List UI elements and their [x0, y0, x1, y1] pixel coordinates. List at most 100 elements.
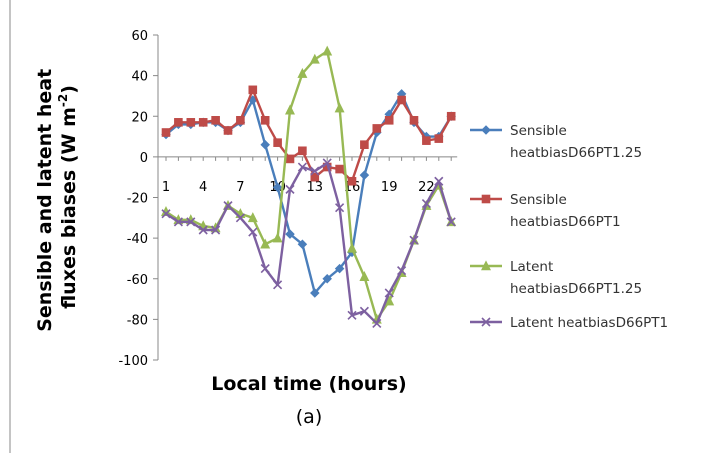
y-tick-label: 0 [140, 151, 148, 166]
data-point-s2-12 [298, 146, 307, 156]
x-marker-stroke [198, 225, 208, 235]
data-point-s3-10 [272, 232, 283, 243]
data-point-s3-13 [309, 53, 320, 64]
x-marker-stroke [273, 280, 283, 290]
data-point-s4-4 [198, 225, 208, 235]
data-point-s2-2 [174, 118, 183, 127]
y-tick-label: 60 [131, 29, 148, 44]
x-marker-stroke [260, 264, 270, 274]
legend-swatch-marker [481, 125, 491, 135]
data-point-s2-17 [360, 140, 369, 149]
x-marker-stroke [335, 203, 345, 213]
data-point-s2-24 [446, 111, 456, 121]
x-marker-stroke [161, 209, 171, 219]
series-line-2 [165, 88, 453, 183]
data-point-s3-11 [285, 104, 295, 115]
legend: Sensible heatbiasD66PT1.25 Sensible heatbia… [470, 123, 668, 331]
data-point-s3-16 [347, 242, 357, 253]
y-axis-title-line1: Sensible and latent heat [34, 69, 56, 332]
data-point-s2-3 [186, 118, 196, 127]
data-point-s3-12 [297, 67, 308, 78]
x-marker-stroke [223, 201, 233, 211]
legend-item-2: Sensible heatbiasD66PT1 [470, 192, 621, 230]
data-point-s1-12 [297, 239, 308, 249]
legend-label-line: Latent heatbiasD66PT1 [510, 315, 668, 331]
x-axis-title: Local time (hours) [211, 373, 406, 395]
data-point-s2-5 [211, 116, 220, 125]
data-point-s4-14 [322, 158, 332, 168]
data-point-s2-13 [310, 172, 320, 182]
legend-label-line: Sensible [510, 192, 567, 208]
data-point-s2-15 [335, 164, 344, 174]
x-tick-label: 13 [307, 180, 324, 195]
x-marker-stroke [310, 166, 320, 176]
x-marker-stroke [297, 162, 307, 172]
data-point-s4-24 [446, 217, 456, 227]
figure-caption: (a) [296, 406, 322, 428]
series-group-4 [161, 158, 456, 329]
x-marker-stroke [347, 310, 357, 320]
y-tick-label: -60 [127, 273, 148, 288]
y-axis-title-suffix: ) [58, 85, 80, 94]
data-point-s2-7 [236, 116, 245, 125]
legend-item-3: Latent heatbiasD66PT1.25 [470, 259, 642, 297]
data-point-s1-15 [334, 263, 345, 274]
data-point-s2-11 [285, 154, 295, 164]
data-point-s4-20 [397, 266, 407, 276]
legend-swatch-marker [481, 317, 491, 327]
data-point-s2-22 [422, 136, 431, 145]
data-point-s4-1 [161, 209, 171, 219]
x-marker-stroke [446, 217, 456, 227]
data-point-s4-13 [310, 166, 320, 176]
data-point-s3-8 [247, 212, 258, 223]
legend-label-line: Latent [510, 259, 553, 275]
legend-item-1: Sensible heatbiasD66PT1.25 [470, 123, 642, 161]
data-point-s4-12 [297, 162, 307, 172]
data-point-s1-11 [285, 229, 295, 239]
data-point-s4-5 [211, 225, 221, 235]
y-tick-label: 20 [131, 110, 148, 125]
data-point-s1-14 [322, 273, 332, 284]
data-point-s2-4 [198, 118, 208, 127]
x-marker-stroke [421, 199, 431, 209]
x-tick-label: 1 [162, 180, 170, 195]
data-point-s1-13 [310, 288, 320, 298]
y-axis-title-line2-prefix: fluxes biases (W m [58, 107, 80, 309]
x-tick-label: 4 [199, 180, 207, 195]
series-group-2 [161, 85, 456, 186]
y-axis: 60 40 20 0 -20 -40 -60 -80 -100 [118, 29, 159, 369]
legend-swatch-marker [481, 260, 491, 271]
data-point-s4-2 [173, 217, 183, 227]
data-point-s2-6 [223, 126, 233, 135]
data-point-s4-15 [335, 203, 345, 213]
x-marker-stroke [235, 213, 245, 223]
data-point-s3-17 [359, 271, 370, 282]
x-marker-stroke [359, 306, 369, 316]
data-point-s2-19 [384, 116, 394, 125]
data-point-s4-16 [347, 310, 357, 320]
data-point-s4-23 [434, 176, 444, 186]
series-line-4 [165, 161, 453, 325]
y-tick-label: -80 [127, 313, 148, 328]
data-point-s2-10 [273, 138, 282, 147]
y-axis-title-line2: fluxes biases (W m-2) [56, 85, 80, 309]
data-point-s4-8 [248, 227, 258, 237]
data-point-s4-9 [260, 264, 270, 274]
x-tick-label: 7 [236, 180, 244, 195]
y-tick-label: 40 [131, 70, 148, 85]
x-tick-label: 19 [381, 180, 398, 195]
data-point-s2-1 [161, 128, 171, 137]
data-point-s2-21 [409, 116, 419, 125]
x-marker-stroke [285, 184, 295, 194]
data-point-s4-3 [186, 217, 196, 227]
x-marker-stroke [372, 318, 382, 329]
legend-swatch-marker [481, 194, 491, 204]
x-marker-stroke [481, 317, 491, 327]
series-layer [161, 45, 457, 329]
data-point-s3-15 [334, 102, 345, 113]
x-marker-stroke [173, 217, 183, 227]
y-tick-label: -100 [118, 354, 148, 369]
legend-label-line: heatbiasD66PT1.25 [510, 281, 642, 297]
data-point-s4-11 [285, 184, 295, 194]
